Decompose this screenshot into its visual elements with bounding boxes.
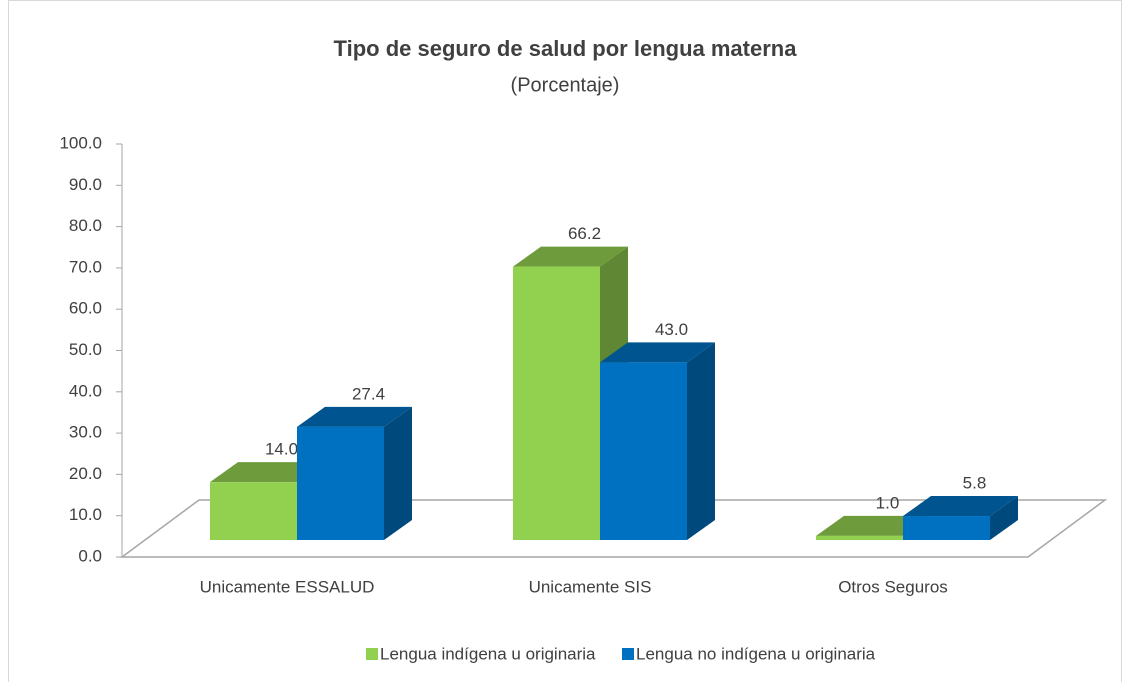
- bar-top: [600, 342, 715, 363]
- legend-swatch: [622, 648, 634, 660]
- x-tick-label: Unicamente ESSALUD: [200, 577, 375, 596]
- data-label: 43.0: [655, 320, 688, 339]
- y-tick-label: 40.0: [69, 381, 102, 400]
- x-tick-label: Otros Seguros: [838, 577, 948, 596]
- bar: [816, 535, 903, 540]
- data-label: 5.8: [963, 474, 987, 493]
- bar-top: [513, 246, 628, 267]
- y-tick-label: 0.0: [78, 546, 102, 565]
- bar-top: [210, 462, 325, 483]
- legend-swatch: [366, 648, 378, 660]
- y-tick-label: 70.0: [69, 257, 102, 276]
- bar-side: [384, 406, 412, 540]
- data-label: 66.2: [568, 224, 601, 243]
- chart-title: Tipo de seguro de salud por lengua mater…: [334, 36, 798, 61]
- bar-side: [687, 342, 715, 540]
- data-label: 1.0: [876, 493, 900, 512]
- data-label: 14.0: [265, 440, 298, 459]
- y-tick-label: 50.0: [69, 340, 102, 359]
- y-tick-label: 10.0: [69, 505, 102, 524]
- data-label: 27.4: [352, 384, 385, 403]
- floor: [119, 499, 1108, 558]
- bar-side: [990, 496, 1018, 540]
- y-tick-label: 20.0: [69, 464, 102, 483]
- bar-top: [816, 515, 931, 536]
- legend-label: Lengua indígena u originaria: [380, 644, 596, 663]
- bar: [513, 266, 600, 540]
- y-tick-label: 80.0: [69, 216, 102, 235]
- y-tick-label: 60.0: [69, 299, 102, 318]
- bar: [297, 426, 384, 540]
- bar-top: [903, 496, 1018, 517]
- bar-top: [297, 406, 412, 427]
- chart-subtitle: (Porcentaje): [511, 74, 620, 96]
- legend-label: Lengua no indígena u originaria: [636, 644, 876, 663]
- y-tick-label: 100.0: [59, 133, 102, 152]
- y-tick-label: 90.0: [69, 175, 102, 194]
- x-tick-label: Unicamente SIS: [529, 577, 652, 596]
- y-tick-label: 30.0: [69, 423, 102, 442]
- bar: [903, 516, 990, 540]
- bar: [210, 482, 297, 540]
- bar: [600, 362, 687, 540]
